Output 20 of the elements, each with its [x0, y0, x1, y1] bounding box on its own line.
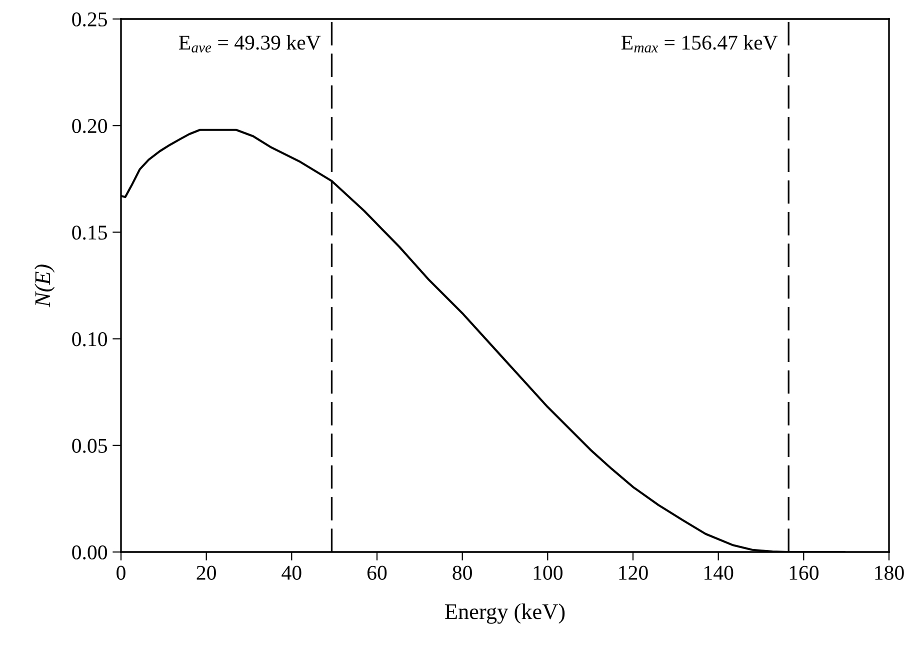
x-axis-title: Energy (keV)	[445, 604, 565, 624]
x-tick-label: 140	[704, 566, 734, 580]
ref-line-label: E$_{ave}$ = 49.39 keV	[178, 35, 321, 52]
x-tick-label: 160	[790, 566, 818, 580]
y-tick-label: 0.10	[72, 332, 108, 346]
y-tick-label: 0.15	[72, 226, 107, 240]
y-tick-label: 0.00	[72, 545, 108, 560]
x-tick-label: 60	[367, 566, 387, 580]
x-tick-label: 40	[282, 566, 302, 580]
ref-line-label: E$_{max}$ = 156.47 keV	[621, 35, 778, 52]
y-tick-label: 0.20	[72, 118, 108, 134]
x-tick-label: 0	[116, 566, 126, 580]
x-tick-label: 100	[534, 566, 562, 580]
x-tick-label: 20	[196, 566, 216, 580]
x-tick-label: 180	[875, 566, 904, 580]
y-tick-label: 0.05	[72, 438, 107, 453]
x-tick-label: 80	[452, 566, 472, 580]
y-tick-label: 0.25	[72, 12, 107, 27]
y-axis-title: N(E)	[34, 264, 55, 308]
x-tick-label: 120	[619, 566, 648, 580]
